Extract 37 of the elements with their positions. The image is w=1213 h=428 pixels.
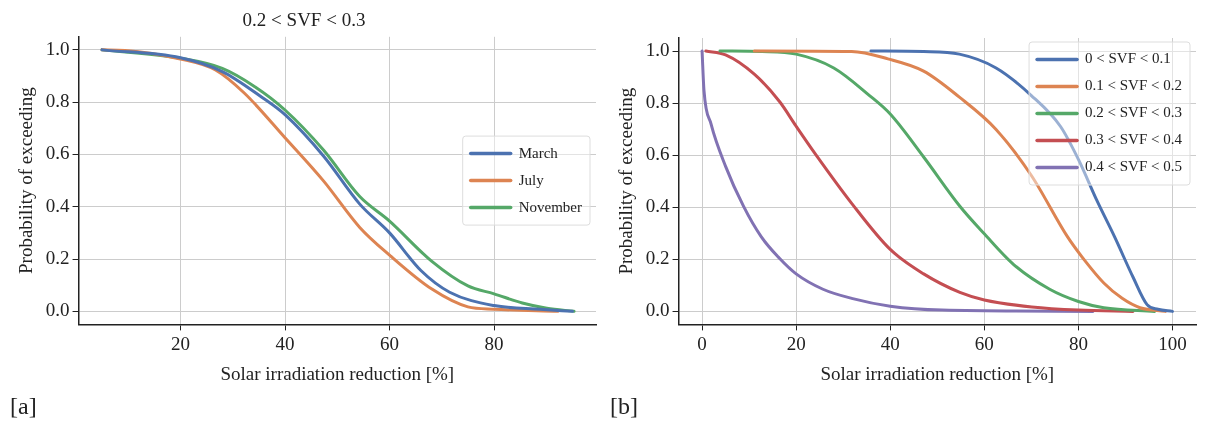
legend-label: 0.1 < SVF < 0.2 bbox=[1085, 77, 1182, 94]
x-tick-label: 20 bbox=[170, 332, 190, 354]
x-tick-label: 60 bbox=[974, 332, 994, 354]
legend-label: November bbox=[518, 198, 582, 215]
chart-title: 0.2 < SVF < 0.3 bbox=[242, 9, 366, 31]
y-tick-label: 0.2 bbox=[45, 247, 70, 269]
x-axis-title: Solar irradiation reduction [%] bbox=[220, 362, 455, 384]
y-tick-label: 1.0 bbox=[45, 37, 70, 59]
y-tick-label: 0.4 bbox=[645, 195, 671, 217]
x-tick-label: 0 bbox=[697, 332, 707, 354]
y-tick-label: 0.8 bbox=[645, 91, 670, 113]
legend-label: March bbox=[518, 144, 559, 161]
y-tick-label: 0.6 bbox=[645, 143, 670, 165]
x-axis-title: Solar irradiation reduction [%] bbox=[820, 362, 1055, 384]
y-axis-title: Probability of exceeding bbox=[15, 86, 37, 274]
x-tick-label: 20 bbox=[786, 332, 806, 354]
legend-label: 0 < SVF < 0.1 bbox=[1085, 50, 1171, 67]
x-tick-label: 60 bbox=[380, 332, 400, 354]
y-tick-label: 0.0 bbox=[45, 299, 70, 321]
y-tick-label: 0.8 bbox=[45, 90, 70, 112]
legend-label: 0.2 < SVF < 0.3 bbox=[1085, 104, 1182, 121]
x-tick-label: 80 bbox=[484, 332, 504, 354]
x-tick-label: 40 bbox=[275, 332, 295, 354]
x-tick-label: 100 bbox=[1158, 332, 1187, 354]
legend-label: 0.3 < SVF < 0.4 bbox=[1085, 131, 1183, 148]
y-tick-label: 0.6 bbox=[45, 142, 70, 164]
y-tick-label: 0.4 bbox=[45, 194, 71, 216]
legend-label: 0.4 < SVF < 0.5 bbox=[1085, 158, 1182, 175]
y-tick-label: 0.2 bbox=[645, 247, 670, 269]
text: [a] bbox=[10, 393, 37, 420]
y-axis-title: Probability of exceeding bbox=[615, 87, 637, 275]
x-tick-label: 80 bbox=[1068, 332, 1088, 354]
y-tick-label: 0.0 bbox=[645, 299, 670, 321]
text: [b] bbox=[610, 393, 638, 420]
x-tick-label: 40 bbox=[880, 332, 900, 354]
y-tick-label: 1.0 bbox=[645, 39, 670, 60]
legend-label: July bbox=[518, 171, 545, 188]
